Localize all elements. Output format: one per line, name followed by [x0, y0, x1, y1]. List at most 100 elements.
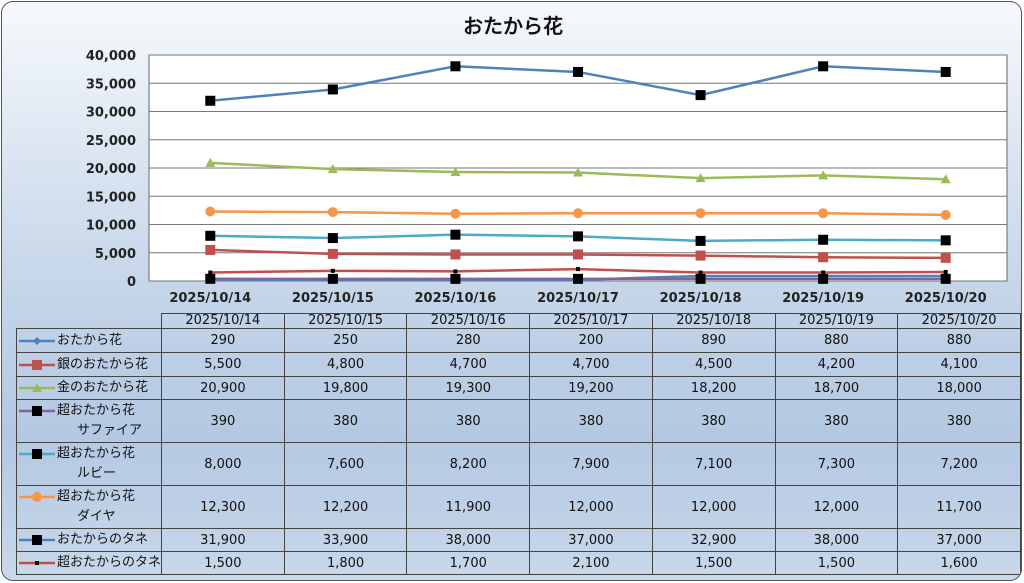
y-tick-label: 25,000	[86, 134, 136, 149]
table-cell: 32,900	[651, 528, 776, 552]
data-point	[818, 234, 829, 245]
table-cell: 7,600	[283, 442, 408, 486]
table-cell: 5,500	[161, 352, 285, 377]
data-point	[943, 269, 948, 274]
table-cell: 37,000	[897, 528, 1021, 552]
data-point	[695, 235, 706, 246]
table-cell: 380	[897, 399, 1021, 443]
column-header: 2025/10/18	[651, 313, 776, 329]
data-point	[695, 90, 706, 101]
table-cell: 12,000	[774, 485, 899, 529]
series-name: 超おたから花	[57, 489, 136, 504]
x-tick-label: 2025/10/18	[660, 291, 742, 306]
table-cell: 250	[283, 328, 408, 353]
data-point	[450, 249, 461, 260]
legend-key-icon	[19, 449, 55, 459]
series-5	[205, 206, 951, 220]
data-point	[573, 167, 583, 177]
series-name: 銀のおたから花	[57, 356, 149, 372]
legend-entry: 超おたから花 ルビー	[15, 442, 163, 486]
data-point	[573, 273, 583, 284]
table-cell: 1,600	[897, 551, 1021, 575]
legend-entry: 超おたから花 サファイア	[15, 399, 163, 443]
table-cell: 20,900	[161, 376, 285, 400]
data-point	[453, 269, 458, 274]
y-tick-label: 35,000	[86, 77, 136, 92]
series-name: 超おたからのタネ	[57, 555, 162, 570]
data-point	[327, 248, 338, 259]
data-point	[695, 173, 706, 183]
data-point	[576, 267, 580, 272]
series-name: おたからのタネ	[57, 532, 149, 547]
table-row: 超おたからのタネ 1,500 1,800 1,700 2,100 1,500 1,500 1,…	[15, 551, 1021, 575]
table-cell: 4,700	[406, 352, 531, 377]
table-cell: 7,300	[774, 442, 899, 486]
table-row: 超おたから花 ダイヤ 12,300 12,200 11,900 12,000 12,000 1…	[15, 485, 1021, 529]
column-header: 2025/10/14	[161, 313, 285, 329]
x-tick-label: 2025/10/15	[292, 291, 374, 306]
data-point	[205, 244, 216, 255]
y-tick-label: 0	[127, 275, 136, 290]
data-point	[940, 66, 951, 77]
series-name: ダイヤ	[77, 509, 116, 524]
y-tick-label: 30,000	[86, 106, 136, 121]
data-point	[940, 174, 951, 184]
data-point	[450, 229, 461, 240]
series-4	[205, 229, 951, 246]
data-point	[205, 230, 216, 241]
table-cell: 8,000	[161, 442, 285, 486]
data-point	[327, 164, 338, 174]
data-point	[450, 273, 461, 284]
data-point	[818, 273, 829, 284]
x-tick-label: 2025/10/17	[537, 291, 619, 306]
legend-key-icon	[19, 359, 55, 370]
data-point	[818, 61, 829, 72]
legend-key-icon	[19, 406, 55, 416]
legend-entry: おたからのタネ	[15, 528, 163, 552]
data-point	[205, 273, 216, 284]
column-header: 2025/10/19	[774, 313, 899, 329]
chart-title: おたから花	[463, 14, 563, 38]
x-tick-label: 2025/10/14	[169, 291, 251, 306]
table-cell: 380	[406, 399, 531, 443]
series-7	[208, 267, 948, 275]
legend-key-marker	[32, 406, 42, 416]
table-row: おたからのタネ 31,900 33,900 38,000 37,000 32,900 38,…	[15, 528, 1021, 552]
legend-key-marker	[32, 492, 42, 502]
table-cell: 18,700	[774, 376, 899, 400]
data-point	[205, 95, 216, 106]
table-cell: 7,100	[651, 442, 776, 486]
series-name: 超おたから花	[57, 446, 136, 461]
table-cell: 4,800	[283, 352, 408, 377]
data-point	[573, 249, 583, 260]
table-cell: 33,900	[283, 528, 408, 552]
data-point	[573, 231, 583, 242]
data-point	[330, 268, 335, 273]
table-cell: 280	[406, 328, 531, 353]
series-1	[205, 244, 951, 263]
data-point	[940, 273, 951, 284]
legend-key-marker	[32, 449, 42, 459]
legend-entry: 超おたから花 ダイヤ	[15, 485, 163, 529]
column-header: 2025/10/15	[283, 313, 408, 329]
legend-key-marker	[35, 561, 39, 565]
table-cell: 880	[897, 328, 1021, 353]
data-point	[573, 208, 583, 219]
y-tick-label: 40,000	[86, 49, 136, 64]
table-cell: 890	[651, 328, 776, 353]
legend-entry: おたから花	[15, 328, 163, 353]
y-tick-label: 5,000	[95, 247, 136, 262]
table-cell: 380	[529, 399, 653, 443]
data-point	[450, 166, 461, 176]
table-cell: 390	[161, 399, 285, 443]
legend-key-marker	[32, 359, 42, 370]
legend-entry: 金のおたから花	[15, 376, 163, 400]
legend-key-marker	[33, 336, 41, 345]
table-cell: 4,100	[897, 352, 1021, 377]
series-name: おたから花	[57, 332, 123, 348]
table-row: おたから花 290 250 280 200 890 880 880	[15, 328, 1021, 353]
table-cell: 380	[774, 399, 899, 443]
y-tick-label: 20,000	[86, 162, 136, 177]
data-point	[821, 270, 826, 275]
data-point	[695, 250, 706, 261]
